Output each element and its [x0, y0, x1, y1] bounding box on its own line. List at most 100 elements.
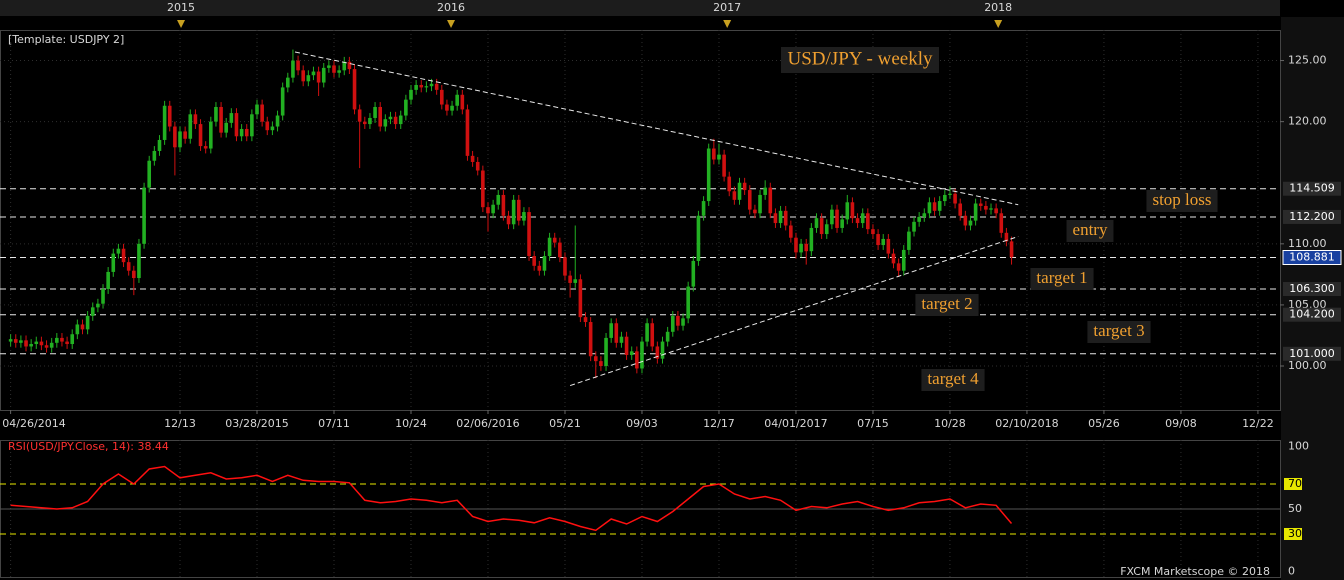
candle-body	[588, 322, 593, 357]
candle-body	[999, 213, 1004, 233]
candle-body	[393, 116, 398, 125]
candle-body	[234, 113, 239, 137]
year-label: 2016	[437, 1, 465, 14]
candle-body	[681, 318, 685, 326]
candle-body	[742, 182, 747, 191]
candle-body	[286, 77, 290, 88]
candle-body	[126, 262, 131, 271]
candle-body	[896, 263, 901, 271]
year-marker	[723, 20, 732, 28]
candle-body	[824, 224, 829, 235]
x-tick-label: 04/26/2014	[2, 417, 65, 430]
candle-body	[460, 94, 465, 110]
candle-body	[583, 317, 588, 323]
annotation-box	[1066, 220, 1114, 242]
candle-body	[44, 345, 49, 348]
candle-body	[670, 315, 675, 332]
y-tick-label: 70	[1288, 477, 1302, 490]
candle-body	[783, 210, 788, 226]
candle-body	[691, 260, 696, 287]
candle-body	[239, 128, 244, 137]
candle-body	[332, 65, 336, 73]
candle-body	[573, 279, 578, 283]
candle-body	[701, 201, 706, 216]
x-tick-label: 02/06/2016	[456, 417, 519, 430]
candle-body	[142, 187, 146, 244]
tick-box	[1284, 478, 1302, 490]
candle-body	[968, 220, 973, 226]
candle-body	[516, 199, 521, 221]
year-marker	[994, 20, 1003, 28]
candle-body	[522, 212, 526, 221]
candle-body	[209, 121, 213, 149]
candle-body	[357, 109, 362, 122]
candle-body	[193, 114, 198, 125]
candle-body	[214, 106, 218, 122]
candle-body	[635, 351, 639, 369]
year-marker	[447, 20, 456, 28]
candle-body	[8, 339, 13, 342]
annotation: target 3	[1093, 321, 1144, 340]
candle-body	[70, 334, 75, 345]
candle-body	[650, 323, 655, 347]
candle-body	[19, 340, 23, 343]
candle-body	[275, 115, 280, 127]
candle-body	[932, 202, 937, 211]
y-tick-label: 120.00	[1288, 115, 1327, 128]
candle-body	[455, 94, 459, 106]
x-tick-label: 09/03	[626, 417, 658, 430]
candle-body	[55, 337, 59, 343]
x-tick-label: 10/24	[395, 417, 427, 430]
candle-body	[907, 231, 911, 250]
trendline	[569, 236, 1019, 387]
x-tick-label: 09/08	[1165, 417, 1197, 430]
candle-body	[727, 176, 732, 192]
candle-body	[296, 60, 300, 71]
candle-body	[876, 234, 880, 246]
x-tick-label: 03/28/2015	[225, 417, 288, 430]
candle-body	[116, 248, 121, 254]
candle-body	[465, 109, 470, 156]
candle-body	[429, 83, 434, 87]
candle-body	[989, 208, 993, 210]
candle-body	[527, 212, 531, 257]
candle-body	[157, 139, 162, 151]
level-label: 106.300	[1289, 282, 1335, 295]
candle-body	[450, 105, 454, 111]
candle-body	[866, 213, 870, 230]
candle-body	[280, 87, 285, 116]
trendline	[294, 51, 1019, 206]
candle-body	[342, 61, 347, 71]
candle-body	[265, 121, 270, 131]
tick-box	[1284, 528, 1302, 540]
candle-body	[912, 221, 916, 232]
y-tick-label: 125.00	[1288, 54, 1327, 67]
candle-body	[758, 194, 762, 214]
candle-body	[532, 256, 536, 266]
candle-body	[404, 99, 408, 116]
candle-body	[927, 202, 932, 214]
candle-body	[660, 341, 665, 359]
candle-body	[629, 351, 634, 356]
candle-body	[850, 202, 855, 219]
candle-body	[737, 182, 742, 200]
year-marker	[177, 20, 186, 28]
candle-body	[152, 150, 157, 161]
candle-body	[845, 202, 850, 220]
level-label: 101.000	[1289, 347, 1335, 360]
template-label: [Template: USDJPY 2]	[8, 33, 124, 46]
candle-body	[655, 346, 660, 359]
candle-body	[414, 84, 418, 90]
annotation-box	[915, 294, 979, 316]
level-label: 104.200	[1289, 308, 1335, 321]
y-tick-label: 100	[1288, 440, 1309, 453]
candle-body	[804, 243, 809, 252]
candle-body	[203, 146, 208, 149]
candle-body	[871, 229, 875, 235]
candle-body	[881, 238, 886, 246]
candle-body	[90, 307, 95, 316]
candle-body	[173, 126, 177, 148]
candle-body	[542, 256, 547, 271]
annotation-box	[1087, 321, 1151, 343]
